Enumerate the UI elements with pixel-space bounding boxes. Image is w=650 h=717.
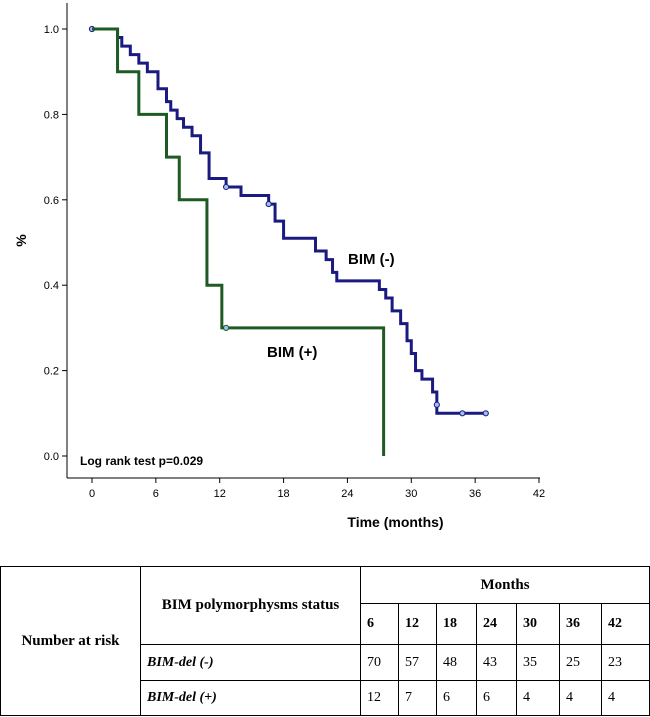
risk-count-cell: 6 xyxy=(476,680,517,716)
table-row: BIM-del (-) 70 57 48 43 35 25 23 xyxy=(1,644,650,681)
risk-count-cell: 4 xyxy=(600,680,650,716)
risk-count-cell: 48 xyxy=(436,644,477,681)
month-header-cell: 6 xyxy=(360,603,399,645)
group-name-cell: BIM-del (+) xyxy=(140,680,361,716)
y-axis-title: % xyxy=(13,234,29,247)
series-label-bim-positive: BIM (+) xyxy=(267,344,317,361)
survival-curves xyxy=(88,25,489,456)
month-values-row: 6 12 18 24 30 36 42 xyxy=(1,603,650,645)
month-header-cell: 18 xyxy=(436,603,477,645)
x-tick-label: 42 xyxy=(533,488,545,500)
survival-curve-bim-positive xyxy=(92,27,386,456)
group-name-cell: BIM-del (-) xyxy=(140,644,361,681)
risk-count-cell: 70 xyxy=(360,644,399,681)
x-tick-label: 12 xyxy=(214,488,226,500)
status-column-header: BIM polymorphysms status xyxy=(140,566,361,645)
log-rank-annotation: Log rank test p=0.029 xyxy=(80,454,203,468)
table-row: BIM-del (+) 12 7 6 6 4 4 4 xyxy=(1,680,650,716)
censor-mark xyxy=(223,324,230,331)
risk-count-cell: 7 xyxy=(398,680,437,716)
risk-count-cell: 57 xyxy=(398,644,437,681)
y-tick-label: 0.2 xyxy=(44,366,59,378)
censor-mark xyxy=(265,200,272,208)
month-header-cell: 12 xyxy=(398,603,437,645)
month-header-cell: 36 xyxy=(559,603,602,645)
y-tick-label: 0.0 xyxy=(44,451,59,463)
x-tick-label: 24 xyxy=(341,488,353,500)
risk-count-cell: 12 xyxy=(360,680,399,716)
series-label-bim-negative: BIM (-) xyxy=(348,251,395,268)
month-header-cell: 24 xyxy=(476,603,517,645)
y-tick-label: 0.4 xyxy=(44,280,59,292)
months-column-header: Months xyxy=(359,566,650,604)
y-tick-label: 1.0 xyxy=(44,24,59,36)
axes: 0 6 12 18 24 30 36 42 0.0 0.2 0.4 0.6 0.8 1.0 xyxy=(44,3,545,500)
x-tick-label: 18 xyxy=(277,488,289,500)
risk-count-cell: 4 xyxy=(559,680,602,716)
x-tick-label: 6 xyxy=(153,488,159,500)
x-tick-label: 36 xyxy=(469,488,481,500)
risk-count-cell: 35 xyxy=(516,644,560,681)
censor-mark xyxy=(482,410,489,417)
risk-count-cell: 6 xyxy=(436,680,477,716)
number-at-risk-table: Number at risk BIM polymorphysms status … xyxy=(0,566,650,716)
x-axis-title: Time (months) xyxy=(347,514,443,530)
kaplan-meier-chart: 0 6 12 18 24 30 36 42 0.0 0.2 0.4 0.6 0.8 1.0 % Time … xyxy=(13,3,545,530)
survival-curve-bim-negative xyxy=(92,27,486,415)
censor-mark xyxy=(223,183,230,191)
y-tick-label: 0.6 xyxy=(44,195,59,207)
y-tick-label: 0.8 xyxy=(44,109,59,121)
x-tick-label: 0 xyxy=(89,488,95,500)
risk-count-cell: 25 xyxy=(559,644,602,681)
censor-mark xyxy=(459,410,466,417)
risk-count-cell: 4 xyxy=(516,680,560,716)
month-header-cell: 30 xyxy=(516,603,560,645)
risk-count-cell: 43 xyxy=(476,644,517,681)
x-tick-label: 30 xyxy=(405,488,417,500)
risk-table-header-row: Number at risk BIM polymorphysms status … xyxy=(0,566,650,716)
risk-count-cell: 23 xyxy=(600,644,650,681)
censor-mark xyxy=(433,401,440,408)
month-header-cell: 42 xyxy=(600,603,650,645)
number-at-risk-label: Number at risk xyxy=(0,566,141,716)
